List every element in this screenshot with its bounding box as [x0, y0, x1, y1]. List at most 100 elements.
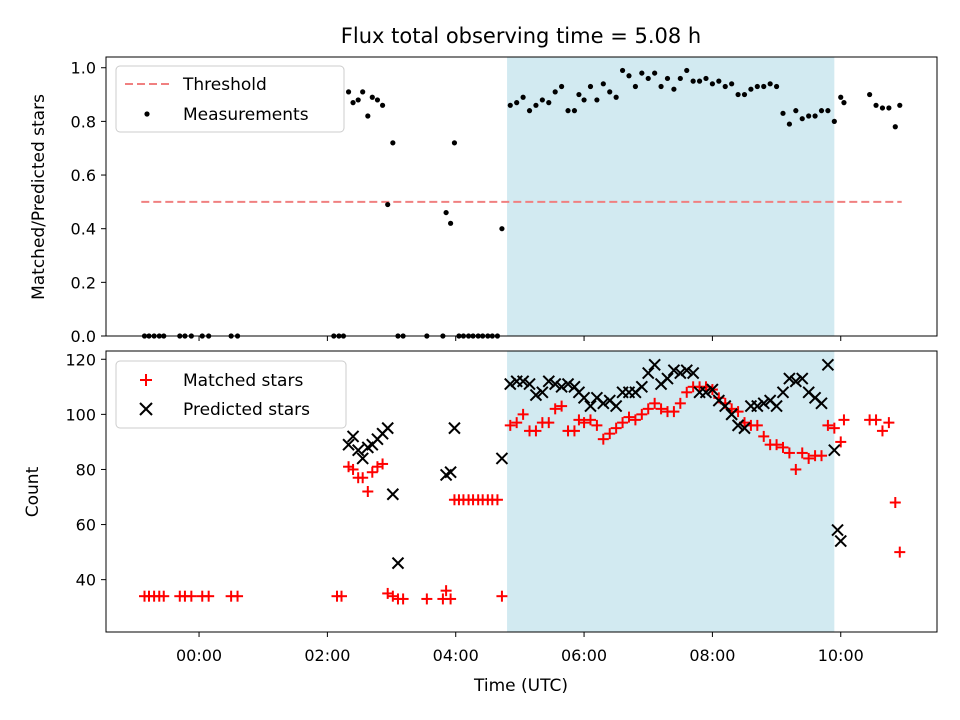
measurement-point — [741, 91, 748, 98]
measurement-point — [838, 94, 844, 100]
matched-star-point — [377, 458, 389, 470]
measurement-point — [786, 121, 793, 127]
matched-star-point — [445, 593, 457, 605]
matched-star-point — [876, 425, 888, 437]
y-tick-label: 0.0 — [71, 327, 96, 346]
measurement-point — [735, 91, 741, 98]
x-tick-label: 04:00 — [433, 646, 479, 665]
top-x-axis-ticks — [198, 336, 842, 341]
measurement-point — [443, 209, 449, 216]
matched-star-point — [771, 439, 783, 451]
measurement-point — [767, 81, 773, 87]
measurement-point — [818, 108, 825, 114]
top-legend-box — [115, 65, 345, 133]
matched-star-point — [803, 452, 815, 464]
ratio-panel: 0.0 0.2 0.4 0.6 0.8 1.0 Matched/Predicted sta… — [29, 56, 938, 346]
predicted-star-point — [738, 421, 751, 435]
measurement-point — [729, 81, 735, 87]
measurement-point — [812, 113, 818, 119]
matched-star-point — [636, 408, 648, 420]
matched-star-point — [440, 585, 452, 597]
measurement-point — [607, 89, 613, 95]
matched-star-point — [758, 430, 770, 442]
legend-predicted-label: Predicted stars — [183, 400, 310, 420]
predicted-star-point — [555, 380, 568, 394]
x-axis-label: Time (UTC) — [473, 676, 568, 696]
measurement-point — [365, 113, 371, 119]
predicted-star-point — [815, 397, 828, 410]
matched-star-point — [232, 590, 244, 602]
matched-star-point — [828, 422, 840, 434]
measurement-point — [690, 78, 696, 84]
matched-star-point — [642, 403, 654, 415]
matched-star-point — [504, 419, 516, 431]
matched-star-point — [203, 590, 215, 602]
matched-star-point — [894, 546, 906, 558]
y-tick-label: 100 — [65, 405, 96, 424]
chart-title: Flux total observing time = 5.08 h — [341, 24, 701, 48]
measurement-point — [754, 83, 760, 90]
measurement-point — [571, 108, 578, 114]
matched-star-point — [790, 463, 802, 475]
matched-star-point — [549, 403, 561, 415]
matched-star-point — [491, 494, 503, 506]
top-y-axis-label: Matched/Predicted stars — [29, 94, 49, 300]
y-tick-label: 60 — [76, 516, 96, 535]
matched-star-point — [597, 433, 609, 445]
measurement-point — [600, 81, 606, 87]
predicted-star-point — [523, 377, 536, 391]
predicted-star-point — [789, 375, 803, 388]
highlight-span-top — [507, 57, 835, 336]
measurement-point — [374, 97, 381, 103]
measurement-point — [761, 83, 767, 90]
measurement-point — [831, 118, 837, 124]
measurement-point — [350, 100, 356, 106]
predicted-star-point — [504, 377, 517, 391]
predicted-star-point — [609, 399, 623, 413]
measurement-point — [639, 70, 645, 76]
legend-threshold-label: Threshold — [182, 75, 267, 95]
measurement-point — [696, 78, 703, 84]
bottom-x-axis-ticks: 00:00 02:00 04:00 06:00 08:00 10:00 — [176, 632, 864, 665]
measurement-point — [559, 83, 565, 90]
measurement-point — [748, 86, 754, 92]
bottom-axes-frame — [105, 350, 938, 633]
predicted-star-point — [584, 399, 597, 413]
matched-star-point — [511, 417, 523, 429]
y-tick-label: 0.6 — [71, 166, 96, 185]
matched-star-point — [347, 463, 359, 475]
matched-star-point — [838, 414, 850, 426]
predicted-star-point — [642, 366, 655, 380]
predicted-star-point — [529, 388, 543, 402]
matched-star-point — [578, 417, 590, 429]
measurement-point — [526, 108, 533, 114]
x-tick-label: 08:00 — [689, 646, 735, 665]
matched-star-point — [777, 441, 789, 453]
legend-measurements-label: Measurements — [183, 105, 309, 125]
bottom-y-axis-label: Count — [23, 466, 43, 517]
predicted-star-point — [661, 372, 674, 385]
predicted-star-point — [648, 358, 661, 371]
measurement-point — [552, 89, 558, 95]
y-tick-label: 1.0 — [71, 59, 96, 78]
measurement-point — [703, 75, 709, 82]
predicted-star-point — [731, 419, 745, 432]
measurement-point — [897, 102, 903, 108]
matched-star-point — [591, 419, 603, 431]
measurement-point — [780, 110, 786, 116]
matched-star-point — [617, 417, 629, 429]
predicted-star-point — [706, 383, 719, 396]
measurement-points — [141, 67, 903, 339]
measurement-point — [684, 67, 690, 74]
matched-star-point — [796, 447, 808, 459]
measurement-point — [385, 201, 391, 208]
count-panel: 40 60 80 100 120 00:00 02:00 04:00 06:00 08:00 10… — [23, 350, 938, 696]
bottom-legend-box — [115, 360, 347, 429]
predicted-star-point — [751, 399, 764, 413]
predicted-star-point — [667, 364, 681, 377]
matched-star-point — [158, 590, 170, 602]
measurement-point — [539, 97, 545, 103]
predicted-star-point — [391, 556, 405, 570]
matched-star-point — [629, 414, 641, 426]
